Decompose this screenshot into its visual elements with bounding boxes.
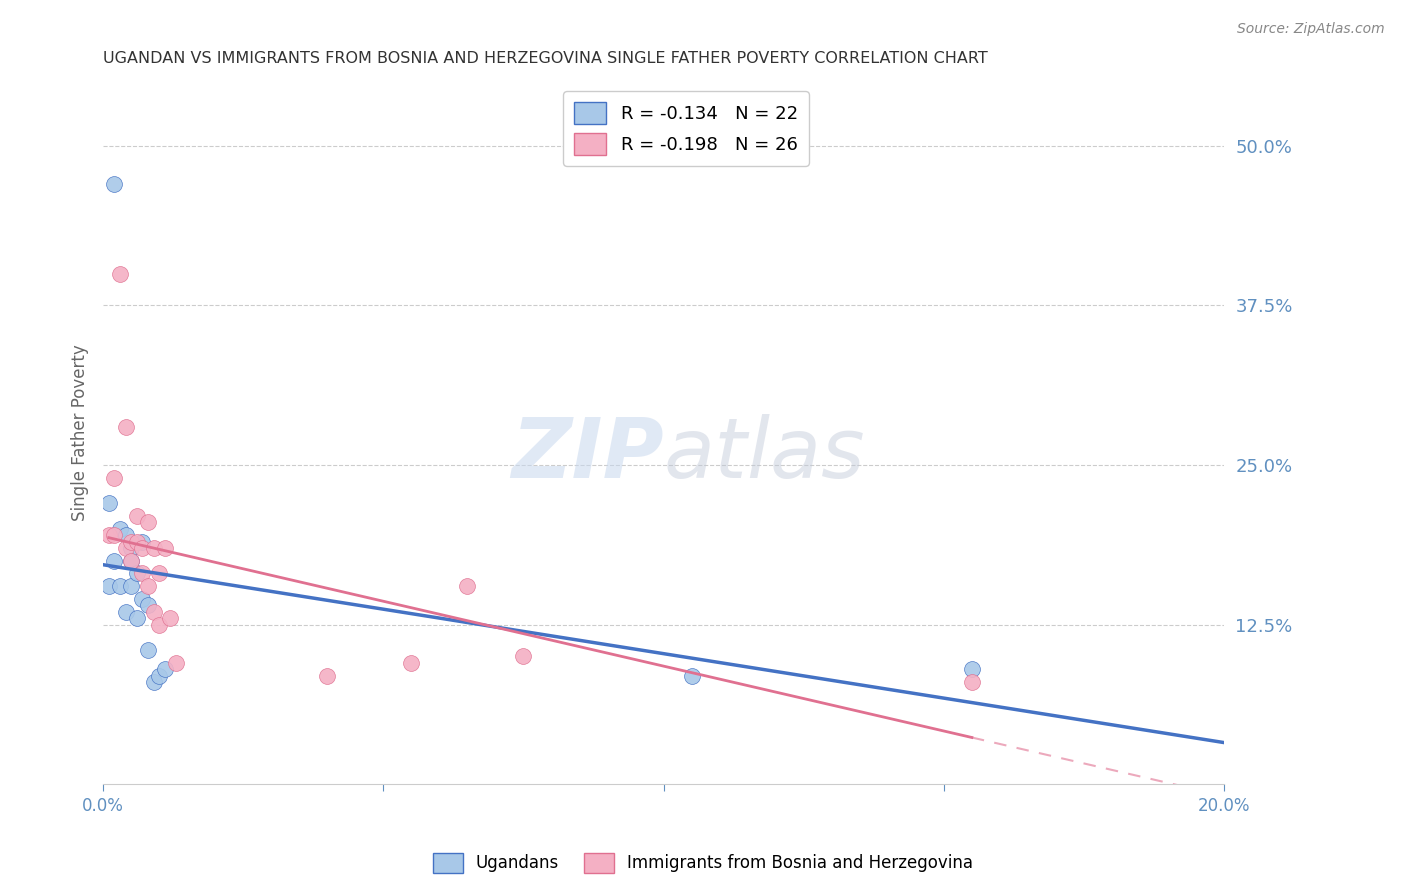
Point <box>103 554 125 568</box>
Point <box>125 534 148 549</box>
Point <box>103 178 125 192</box>
Text: Source: ZipAtlas.com: Source: ZipAtlas.com <box>1237 22 1385 37</box>
Point <box>120 554 142 568</box>
Point <box>148 566 170 581</box>
Point <box>512 649 534 664</box>
Point <box>108 522 131 536</box>
Point <box>142 605 165 619</box>
Point <box>114 541 136 555</box>
Point <box>120 534 142 549</box>
Point <box>103 471 125 485</box>
Point <box>97 579 120 593</box>
Text: UGANDAN VS IMMIGRANTS FROM BOSNIA AND HERZEGOVINA SINGLE FATHER POVERTY CORRELAT: UGANDAN VS IMMIGRANTS FROM BOSNIA AND HE… <box>103 51 988 66</box>
Point <box>142 675 165 690</box>
Point <box>148 668 170 682</box>
Point <box>153 541 176 555</box>
Point <box>142 541 165 555</box>
Point <box>316 668 339 682</box>
Point <box>131 534 153 549</box>
Point <box>136 579 159 593</box>
Point <box>120 554 142 568</box>
Point <box>159 611 181 625</box>
Point <box>148 617 170 632</box>
Text: ZIP: ZIP <box>510 414 664 495</box>
Point <box>131 541 153 555</box>
Point <box>165 656 187 670</box>
Point <box>108 267 131 281</box>
Point <box>103 528 125 542</box>
Point <box>108 579 131 593</box>
Point <box>97 496 120 510</box>
Point <box>125 566 148 581</box>
Point <box>97 528 120 542</box>
Text: atlas: atlas <box>664 414 865 495</box>
Legend: R = -0.134   N = 22, R = -0.198   N = 26: R = -0.134 N = 22, R = -0.198 N = 26 <box>564 91 808 166</box>
Point <box>125 611 148 625</box>
Point <box>960 662 983 676</box>
Legend: Ugandans, Immigrants from Bosnia and Herzegovina: Ugandans, Immigrants from Bosnia and Her… <box>426 847 980 880</box>
Point <box>114 419 136 434</box>
Point <box>136 599 159 613</box>
Point <box>131 566 153 581</box>
Point <box>681 668 703 682</box>
Point <box>136 643 159 657</box>
Point <box>131 592 153 607</box>
Point <box>114 528 136 542</box>
Point <box>136 516 159 530</box>
Point <box>114 605 136 619</box>
Point <box>456 579 478 593</box>
Y-axis label: Single Father Poverty: Single Father Poverty <box>72 344 89 522</box>
Point <box>153 662 176 676</box>
Point <box>125 509 148 524</box>
Point <box>120 579 142 593</box>
Point <box>120 541 142 555</box>
Point <box>960 675 983 690</box>
Point <box>401 656 423 670</box>
